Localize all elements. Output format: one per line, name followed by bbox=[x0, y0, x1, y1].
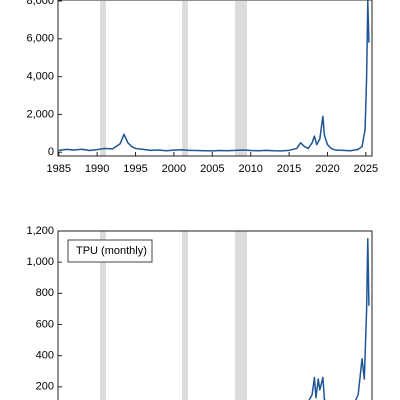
y-tick-label: 2,000 bbox=[26, 108, 54, 120]
x-tick-label: 2025 bbox=[354, 163, 378, 175]
x-tick-label: 1990 bbox=[85, 163, 109, 175]
x-tick-label: 1985 bbox=[47, 163, 71, 175]
plot-frame bbox=[57, 0, 373, 157]
x-tick-label: 2010 bbox=[238, 163, 262, 175]
y-tick-label: 4,000 bbox=[26, 71, 54, 83]
recession-shading bbox=[100, 1, 247, 400]
y-tick-label: 1,200 bbox=[26, 225, 54, 237]
y-tick-label: 8,000 bbox=[26, 0, 54, 7]
data-line bbox=[308, 238, 370, 400]
x-tick-label: 2015 bbox=[277, 163, 301, 175]
y-tick-label: 200 bbox=[36, 381, 54, 393]
legend-box bbox=[67, 239, 153, 263]
plot-top bbox=[58, 0, 370, 152]
x-tick-label: 2000 bbox=[162, 163, 186, 175]
data-line bbox=[58, 0, 370, 152]
x-tick-label: 2005 bbox=[200, 163, 224, 175]
x-tick-label: 1995 bbox=[123, 163, 147, 175]
legend-label: TPU (monthly) bbox=[76, 245, 147, 257]
y-tick-label: 0 bbox=[48, 146, 54, 158]
x-tick-label: 2020 bbox=[315, 163, 339, 175]
y-tick-label: 400 bbox=[36, 350, 54, 362]
y-tick-label: 1,000 bbox=[26, 256, 54, 268]
y-tick-label: 6,000 bbox=[26, 33, 54, 45]
y-tick-label: 800 bbox=[36, 287, 54, 299]
y-tick-label: 600 bbox=[36, 318, 54, 330]
plot-frame bbox=[57, 230, 373, 400]
plot-bottom bbox=[308, 238, 370, 400]
